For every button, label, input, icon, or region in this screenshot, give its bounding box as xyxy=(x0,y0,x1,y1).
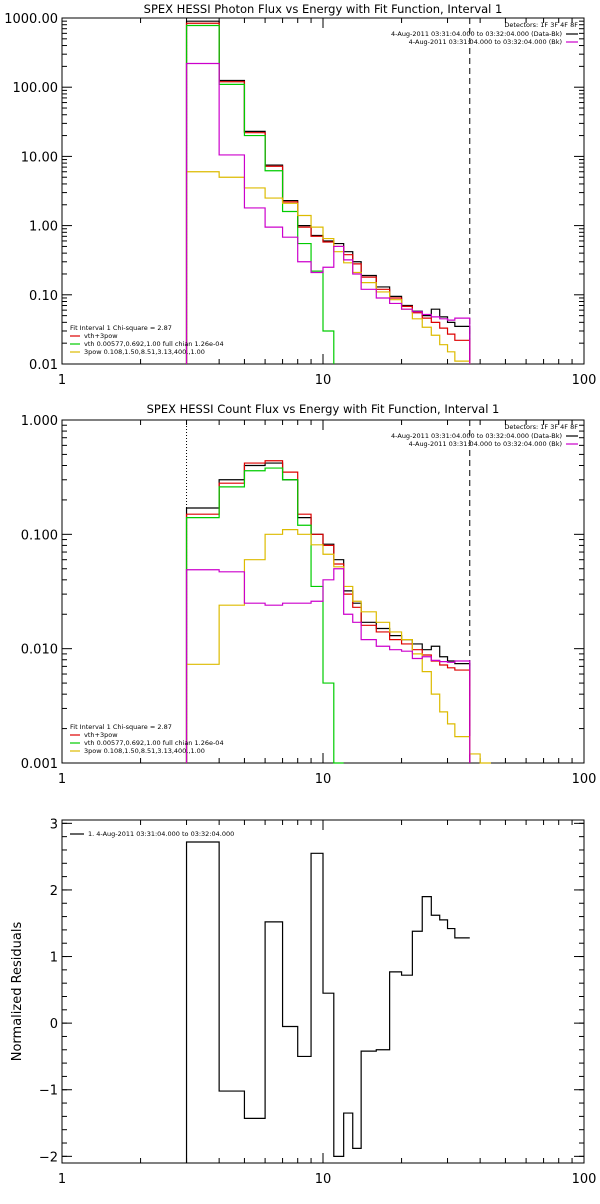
y-tick-label: 0 xyxy=(50,1017,58,1032)
series-vth xyxy=(185,467,344,764)
legend-right-entry: 4-Aug-2011 03:31:04.000 to 03:32:04.000 … xyxy=(409,38,562,46)
x-tick-label: 100 xyxy=(572,373,597,388)
series-vth-3pow xyxy=(185,22,471,364)
series-vth xyxy=(185,24,335,364)
y-tick-label: 0.001 xyxy=(21,757,58,772)
legend-right-entry: 4-Aug-2011 03:31:04.000 to 03:32:04.000 … xyxy=(409,440,562,448)
y-tick-label: 0.100 xyxy=(21,528,58,543)
chart-2: SPEX HESSI Count Flux vs Energy with Fit… xyxy=(21,402,597,787)
chart-1: SPEX HESSI Photon Flux vs Energy with Fi… xyxy=(4,2,596,388)
x-tick-label: 1 xyxy=(58,1172,66,1187)
y-tick-label: 10.00 xyxy=(21,150,58,165)
chart-title: SPEX HESSI Photon Flux vs Energy with Fi… xyxy=(144,2,503,16)
y-tick-label: 100.00 xyxy=(13,81,59,96)
y-tick-label: 0.10 xyxy=(29,289,58,304)
legend-left-entry: 3pow 0.108,1.50,8.51,3.13,400.,1.00 xyxy=(84,348,205,356)
x-tick-label: 10 xyxy=(315,772,332,787)
y-tick-label: 2 xyxy=(50,884,58,899)
x-tick-label: 100 xyxy=(572,772,597,787)
x-tick-label: 1 xyxy=(58,772,66,787)
chart-title: SPEX HESSI Count Flux vs Energy with Fit… xyxy=(147,402,500,416)
series-data xyxy=(185,462,471,763)
legend-left-entry: 1. 4-Aug-2011 03:31:04.000 to 03:32:04.0… xyxy=(88,830,234,838)
series-bk xyxy=(185,62,471,364)
legend-left-entry: 3pow 0.108,1.50,8.51,3.13,400.,1.00 xyxy=(84,747,205,755)
legend-right-entry: 4-Aug-2011 03:31:04.000 to 03:32:04.000 … xyxy=(391,432,562,440)
legend-left-entry: vth 0.00577,0.692,1.00 full chian 1.26e-… xyxy=(84,739,224,747)
x-tick-label: 100 xyxy=(572,1172,597,1187)
x-tick-label: 1 xyxy=(58,373,66,388)
y-tick-label: −2 xyxy=(39,1150,58,1165)
y-tick-label: 1.00 xyxy=(29,220,58,235)
detectors-label: Detectors: 1F 3F 4F 8F xyxy=(504,21,578,29)
legend-left-entry: vth+3pow xyxy=(84,332,118,340)
y-tick-label: −1 xyxy=(39,1084,58,1099)
x-tick-label: 10 xyxy=(315,373,332,388)
series-bk xyxy=(185,568,471,763)
y-tick-label: 1 xyxy=(50,951,58,966)
series-3pow xyxy=(185,171,471,364)
y-tick-label: 3 xyxy=(50,817,58,832)
x-tick-label: 10 xyxy=(315,1172,332,1187)
legend-left-entry: vth+3pow xyxy=(84,731,118,739)
series-vth-3pow xyxy=(185,460,471,763)
fit-label: Fit Interval 1 Chi-square = 2.87 xyxy=(70,723,172,731)
fit-label: Fit Interval 1 Chi-square = 2.87 xyxy=(70,324,172,332)
legend-left-entry: vth 0.00577,0.692,1.00 full chian 1.26e-… xyxy=(84,340,224,348)
detectors-label: Detectors: 1F 3F 4F 8F xyxy=(504,423,578,431)
legend-right-entry: 4-Aug-2011 03:31:04.000 to 03:32:04.000 … xyxy=(391,30,562,38)
y-axis-label: Normalized Residuals xyxy=(10,922,25,1062)
y-tick-label: 1.000 xyxy=(21,414,58,429)
y-tick-label: 1000.00 xyxy=(4,12,58,27)
series-3pow xyxy=(185,529,491,764)
y-tick-label: 0.010 xyxy=(21,643,58,658)
series-data xyxy=(185,20,471,364)
y-tick-label: 0.01 xyxy=(29,358,58,373)
series-residuals xyxy=(185,841,470,1163)
